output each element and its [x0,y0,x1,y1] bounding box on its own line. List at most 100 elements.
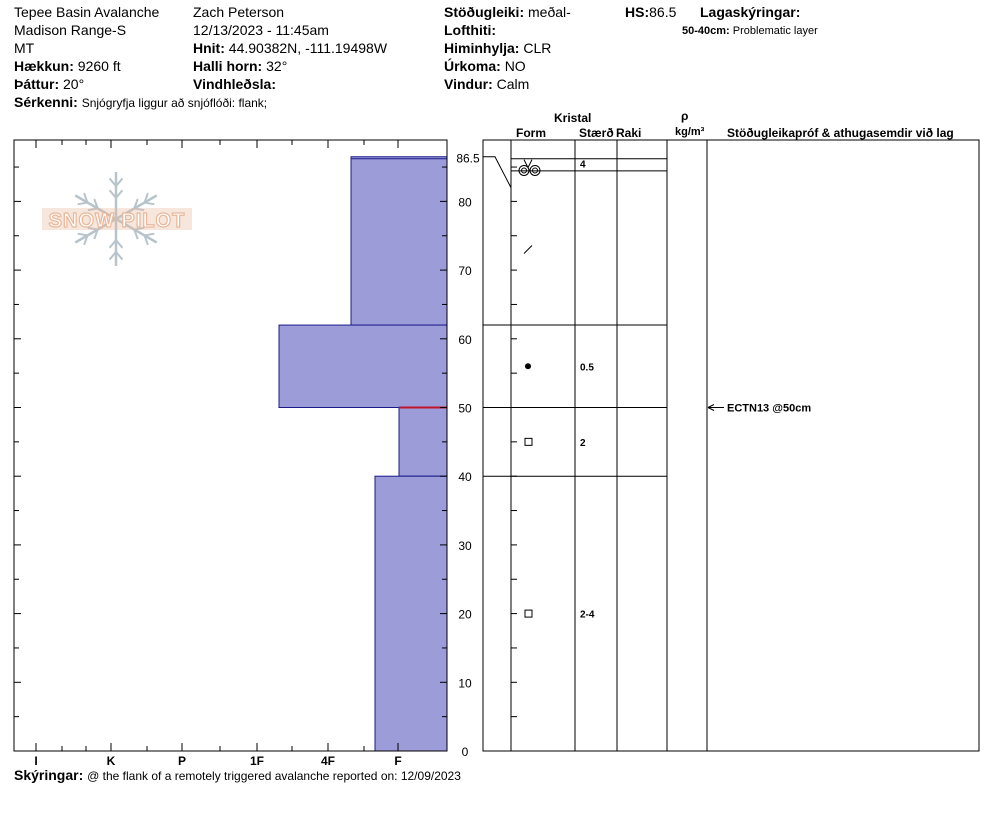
hs-value: 86.5 [649,4,677,20]
x-tick-label: I [34,754,37,768]
sky-cover-value: CLR [523,40,552,56]
snowflake-arm [115,194,158,221]
stability-value: meðal- [528,4,571,20]
precipitation-value: NO [504,58,526,74]
tests-header: Stöðugleikapróf & athugasemdir við lag [727,126,954,140]
aspect-value: 20° [63,76,85,92]
logo-band [42,208,192,230]
layer-notes-label: Lagaskýringar: [700,4,801,20]
depth-axis: 0 10 20 30 40 50 60 70 80 86.5 [14,152,517,759]
stability-label: Stöðugleiki: [444,4,525,20]
melt-form-core [521,167,527,174]
rounded-icon [525,363,531,370]
hardness-frame [13,139,448,752]
wind-value: Calm [496,76,530,92]
elevation: Hækkun: 9260 ft [14,58,121,74]
crystal-size: 4 [580,160,586,171]
surface-hoar-icon [523,159,533,169]
layer-note: 50-40cm: Problematic layer [682,23,818,39]
crystal-melt-form-icon [518,164,541,176]
faceted-icon [524,437,533,446]
hs-label: HS: [625,4,650,20]
y-tick-label: 30 [458,539,472,553]
snowflake-branch [115,177,124,187]
y-tick-label: 60 [458,333,472,347]
elevation-value: 9260 ft [77,58,121,74]
chart-frames [13,139,980,752]
snowflake-arm [74,194,117,221]
decomposing-icon [523,245,533,254]
air-temp: Lofthiti: [444,22,496,38]
table-frame [482,139,980,752]
snowflake-branch [108,251,117,261]
state-name: MT [14,40,35,56]
snowflake-branch [83,192,89,203]
melt-form-core [532,167,538,174]
snowflake-branch [93,198,99,209]
features-value: Snjógryfja liggur að snjóflóði: flank; [81,96,268,110]
layer-note-range: 50-40cm: [682,25,730,37]
snowflake-branch [87,207,98,212]
form-header: Form [516,126,546,140]
sky-cover: Himinhylja: CLR [444,40,551,56]
hs: HS:86.5 [625,4,676,20]
snowflake-branch [108,177,117,187]
range-name: Madison Range-S [14,22,127,38]
snowflake-arm [74,217,117,244]
coordinates-value: 44.90382N, -111.19498W [228,40,388,56]
moisture-header: Raki [616,126,642,140]
sky-cover-label: Himinhylja: [444,40,520,56]
crystal-faceted-icon [524,437,533,446]
y-tick-label: 40 [458,470,472,484]
hs-tick-label: 86.5 [456,152,480,166]
crystal-surface-hoar-icon [523,159,533,169]
size-header: Stærð [579,126,614,140]
aspect: Þáttur: 20° [14,76,84,92]
crystal-size: 2-4 [580,610,595,621]
snowflake-branch [134,226,145,231]
y-tick-label: 80 [458,195,472,209]
crystal-decomposing-icon [523,245,533,254]
layer-connector [483,156,512,188]
snowflake-branch [115,189,124,199]
wind-loading: Vindhleðsla: [193,76,276,92]
wind: Vindur: Calm [444,76,529,92]
snowflake-branch [93,229,99,240]
snowflake-branch [134,207,145,212]
hardness-layer [278,324,448,408]
snowflake-branch [83,235,89,246]
snowflake-branch [133,198,139,209]
features-label: Sérkenni: [14,94,78,110]
snowflake-branch [108,239,117,249]
snowflake-branch [115,239,124,249]
logo-text: SNOW PILOT [49,210,186,232]
stability: Stöðugleiki: meðal- [444,4,571,20]
layer-table: 4 0.5 2 2-4 ECTN13 @50cm [483,156,811,621]
snowpilot-logo: SNOW PILOT [42,172,192,266]
coordinates: Hnit: 44.90382N, -111.19498W [193,40,387,56]
location-name: Tepee Basin Avalanche [14,4,160,20]
density-unit: kg/m³ [675,126,705,138]
snowflake-branch [77,201,88,206]
y-tick-label: 10 [458,676,472,690]
precipitation-label: Úrkoma: [444,58,501,74]
test-arrow-head [707,404,715,411]
aspect-label: Þáttur: [14,76,60,92]
y-tick-label: 50 [458,402,472,416]
wind-label: Vindur: [444,76,493,92]
wind-loading-label: Vindhleðsla: [193,76,276,92]
snowflake-branch [108,189,117,199]
observer-name: Zach Peterson [193,4,285,20]
slope-angle-label: Halli horn: [193,58,263,74]
melt-form-ring [518,164,530,176]
snowflake-arm [115,217,158,244]
slope-angle-value: 32° [266,58,288,74]
snowflake-branch [144,201,155,206]
crystal-size: 2 [580,438,586,449]
air-temp-label: Lofthiti: [444,22,497,38]
coordinates-label: Hnit: [193,40,225,56]
elevation-label: Hækkun: [14,58,74,74]
crystal-size: 0.5 [580,362,594,373]
snowflake-branch [133,229,139,240]
